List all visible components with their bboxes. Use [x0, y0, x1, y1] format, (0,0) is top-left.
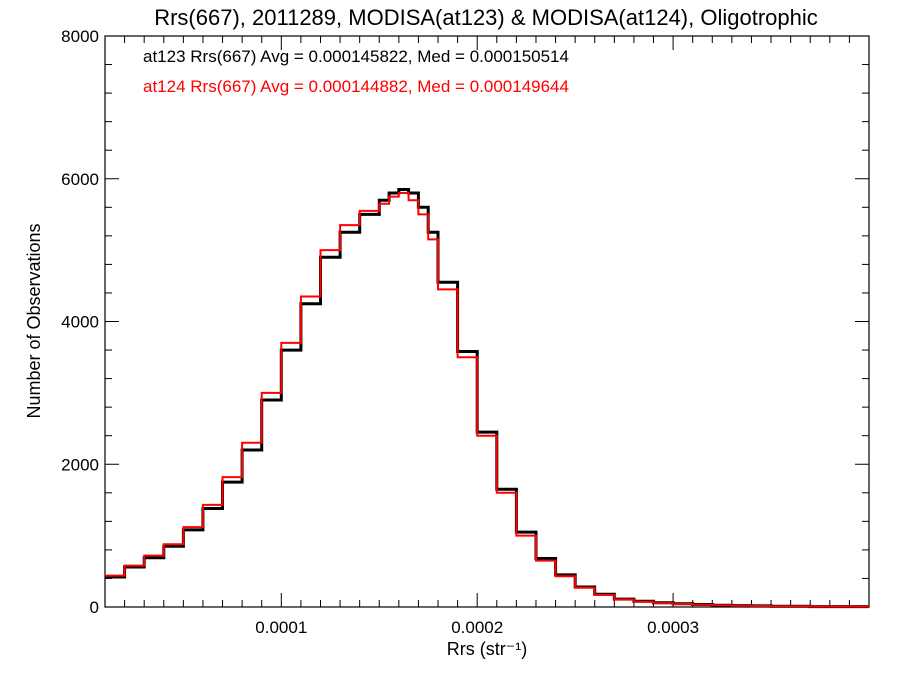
y-tick-label: 0	[90, 598, 99, 617]
x-tick-label: 0.0003	[647, 618, 699, 637]
y-tick-label: 6000	[61, 170, 99, 189]
x-axis-label: Rrs (str⁻¹)	[447, 639, 527, 659]
plot-frame	[104, 35, 870, 608]
x-tick-label: 0.0002	[451, 618, 503, 637]
legend: at123 Rrs(667) Avg = 0.000145822, Med = …	[143, 47, 569, 96]
legend-entry-at124: at124 Rrs(667) Avg = 0.000144882, Med = …	[143, 77, 569, 96]
x-tick-label: 0.0001	[255, 618, 307, 637]
y-tick-label: 2000	[61, 455, 99, 474]
series-at124-line	[105, 192, 869, 608]
y-tick-label: 4000	[61, 313, 99, 332]
y-axis-label: Number of Observations	[24, 223, 44, 418]
series-at123-line	[105, 188, 869, 609]
chart-title: Rrs(667), 2011289, MODISA(at123) & MODIS…	[154, 5, 818, 30]
axis-ticks: 0 2000 4000 6000 8000 0.0001 0.0002 0.0003	[61, 27, 869, 637]
legend-entry-at123: at123 Rrs(667) Avg = 0.000145822, Med = …	[143, 47, 569, 66]
y-tick-label: 8000	[61, 27, 99, 46]
series-layer	[105, 188, 869, 609]
